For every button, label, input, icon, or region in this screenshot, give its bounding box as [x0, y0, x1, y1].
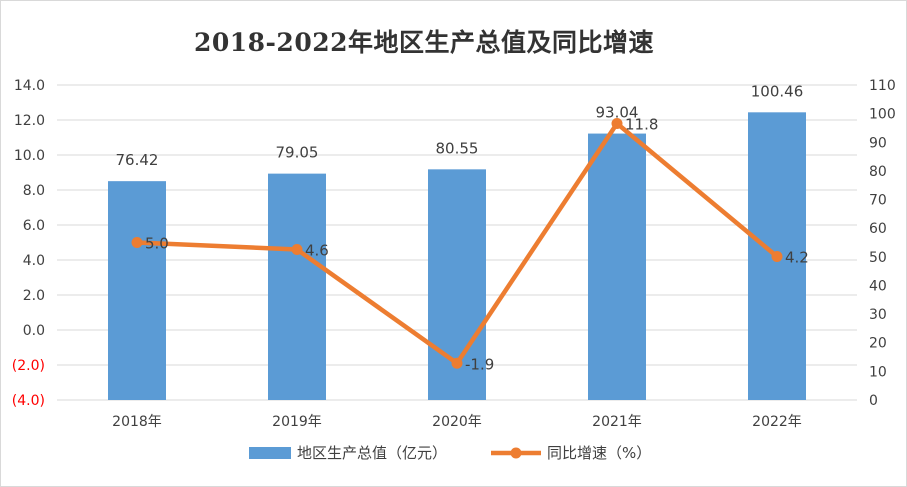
legend-label-growth: 同比增速（%）: [547, 444, 651, 462]
left-axis-tick-label: (2.0): [12, 358, 45, 374]
bar-value-label: 80.55: [436, 139, 479, 157]
x-axis-tick-label: 2019年: [272, 414, 322, 430]
line-value-label: 4.2: [785, 249, 809, 267]
line-series: [131, 118, 783, 369]
left-axis-tick-label: 6.0: [23, 218, 45, 234]
left-axis-tick-label: 0.0: [23, 323, 45, 339]
left-axis-tick-label: 2.0: [23, 288, 45, 304]
left-axis-tick-label: 4.0: [23, 253, 45, 269]
axes: 14.0 12.0 10.0 8.0 6.0 4.0 2.0 0.0 (2.0) (4.0) 110…: [12, 78, 896, 430]
right-axis-tick-label: 50: [869, 250, 887, 266]
line-point[interactable]: [291, 244, 303, 255]
line-point[interactable]: [611, 118, 623, 129]
right-axis-tick-label: 110: [869, 78, 896, 94]
bar-value-label: 76.42: [116, 151, 159, 169]
line-point[interactable]: [771, 251, 783, 262]
right-axis-tick-label: 30: [869, 307, 887, 323]
right-axis-tick-label: 10: [869, 364, 887, 380]
left-axis-tick-label: 14.0: [14, 78, 45, 94]
x-axis-tick-label: 2022年: [752, 414, 802, 430]
data-labels: 76.42 79.05 80.55 93.04 100.46 5.0 4.6 -1.9 11.8…: [116, 82, 809, 373]
bar[interactable]: [588, 133, 646, 401]
right-axis-tick-label: 100: [869, 107, 896, 123]
line-value-label: -1.9: [465, 355, 494, 373]
left-axis-tick-label: 8.0: [23, 183, 45, 199]
chart-title: 2018-2022年地区生产总值及同比增速: [193, 28, 655, 57]
bar-series: [108, 112, 806, 401]
line-point[interactable]: [451, 357, 463, 369]
legend-swatch-bar: [249, 447, 291, 459]
bar[interactable]: [268, 173, 326, 400]
left-axis-tick-label: (4.0): [12, 393, 45, 409]
right-axis-tick-label: 20: [869, 336, 887, 352]
right-axis-tick-label: 80: [869, 164, 887, 180]
right-axis-tick-label: 40: [869, 278, 887, 294]
line-value-label: 5.0: [145, 235, 169, 253]
right-axis-tick-label: 70: [869, 193, 887, 209]
line-value-label: 11.8: [625, 116, 658, 134]
bar-value-label: 79.05: [276, 144, 319, 162]
legend[interactable]: 地区生产总值（亿元） 同比增速（%）: [249, 444, 651, 462]
line-value-label: 4.6: [305, 242, 329, 260]
right-axis-tick-label: 60: [869, 221, 887, 237]
left-axis-tick-label: 10.0: [14, 148, 45, 164]
bar-value-label: 100.46: [751, 82, 804, 100]
right-axis-tick-label: 0: [869, 393, 878, 409]
legend-swatch-marker: [510, 447, 522, 459]
legend-label-gdp: 地区生产总值（亿元）: [297, 444, 447, 462]
bar-value-label: 93.04: [596, 104, 639, 122]
x-axis-tick-label: 2018年: [112, 414, 162, 430]
left-axis-tick-label: 12.0: [14, 113, 45, 129]
x-axis-tick-label: 2020年: [432, 414, 482, 430]
line-point[interactable]: [131, 237, 143, 248]
x-axis-tick-label: 2021年: [592, 414, 642, 430]
bar[interactable]: [108, 181, 166, 400]
right-axis-tick-label: 90: [869, 135, 887, 151]
